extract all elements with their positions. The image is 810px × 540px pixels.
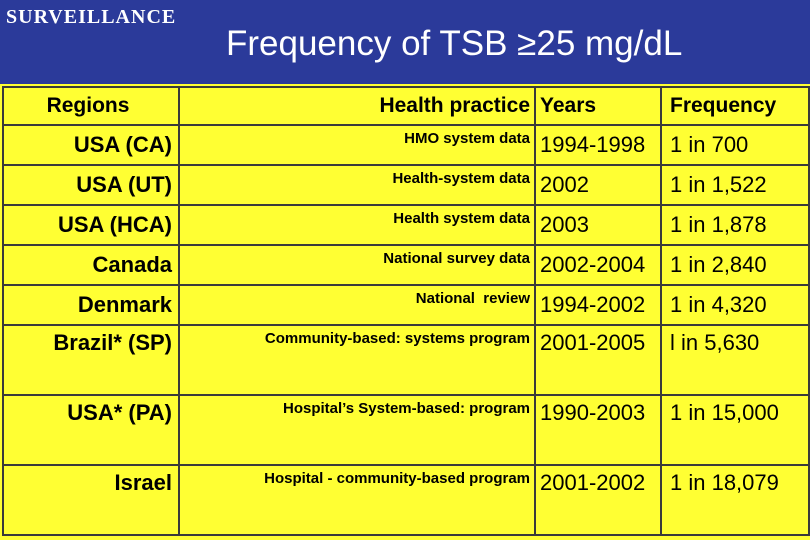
frequency-cell: l in 5,630	[660, 324, 810, 396]
years-cell: 1994-2002	[534, 284, 662, 326]
years-cell: 2003	[534, 204, 662, 246]
practice-cell: Hospital - community-based program	[178, 464, 536, 536]
frequency-cell: 1 in 15,000	[660, 394, 810, 466]
table-row: USA (UT) Health-system data 2002 1 in 1,…	[2, 164, 810, 206]
years-cell: 2001-2005	[534, 324, 662, 396]
region-cell: USA (CA)	[2, 124, 180, 166]
frequency-cell: 1 in 1,878	[660, 204, 810, 246]
frequency-cell: 1 in 1,522	[660, 164, 810, 206]
frequency-cell: 1 in 700	[660, 124, 810, 166]
practice-cell: National review	[178, 284, 536, 326]
years-cell: 1994-1998	[534, 124, 662, 166]
table-header-row: Regions Health practice Years Frequency	[2, 86, 810, 126]
frequency-table-area: Regions Health practice Years Frequency …	[0, 84, 810, 540]
region-cell: USA* (PA)	[2, 394, 180, 466]
region-cell: USA (HCA)	[2, 204, 180, 246]
column-header-health-practice: Health practice	[178, 86, 536, 126]
practice-cell: Health system data	[178, 204, 536, 246]
region-cell: USA (UT)	[2, 164, 180, 206]
region-cell: Brazil* (SP)	[2, 324, 180, 396]
table-row: Brazil* (SP) Community-based: systems pr…	[2, 324, 810, 396]
column-header-regions: Regions	[2, 86, 180, 126]
years-cell: 2002	[534, 164, 662, 206]
years-cell: 1990-2003	[534, 394, 662, 466]
table-row: Israel Hospital - community-based progra…	[2, 464, 810, 536]
frequency-cell: 1 in 4,320	[660, 284, 810, 326]
region-cell: Israel	[2, 464, 180, 536]
frequency-cell: 1 in 2,840	[660, 244, 810, 286]
table-row: Canada National survey data 2002-2004 1 …	[2, 244, 810, 286]
table-row: USA (HCA) Health system data 2003 1 in 1…	[2, 204, 810, 246]
frequency-cell: 1 in 18,079	[660, 464, 810, 536]
practice-cell: Hospital’s System-based: program	[178, 394, 536, 466]
practice-cell: Community-based: systems program	[178, 324, 536, 396]
table-row: USA* (PA) Hospital’s System-based: progr…	[2, 394, 810, 466]
section-tag: SURVEILLANCE	[6, 6, 177, 28]
practice-cell: Health-system data	[178, 164, 536, 206]
years-cell: 2002-2004	[534, 244, 662, 286]
frequency-table: Regions Health practice Years Frequency …	[2, 86, 810, 536]
years-cell: 2001-2002	[534, 464, 662, 536]
slide-title: Frequency of TSB ≥25 mg/dL	[226, 24, 683, 63]
column-header-years: Years	[534, 86, 662, 126]
practice-cell: National survey data	[178, 244, 536, 286]
practice-cell: HMO system data	[178, 124, 536, 166]
region-cell: Denmark	[2, 284, 180, 326]
column-header-frequency: Frequency	[660, 86, 810, 126]
table-row: USA (CA) HMO system data 1994-1998 1 in …	[2, 124, 810, 166]
region-cell: Canada	[2, 244, 180, 286]
slide-header: SURVEILLANCE Frequency of TSB ≥25 mg/dL	[0, 0, 810, 84]
table-row: Denmark National review 1994-2002 1 in 4…	[2, 284, 810, 326]
